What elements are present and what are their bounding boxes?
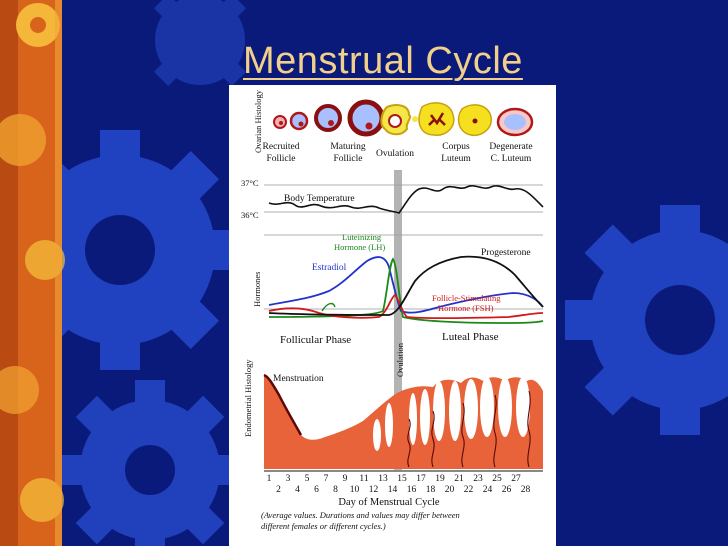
- day-tick-label: 15: [397, 474, 407, 484]
- ovulation-label: Ovulation: [395, 342, 405, 377]
- day-tick-label: 6: [314, 485, 319, 495]
- even-day-ticks: 2 4 6 8 10 12 14 16 18 20 22 24 26 28: [276, 485, 530, 495]
- stage-label: C. Luteum: [491, 154, 532, 164]
- day-tick-label: 3: [286, 474, 291, 484]
- endometrium-heading: Endometrial Histology: [243, 359, 253, 437]
- ovulation-icon: [380, 104, 418, 136]
- follicle-small-icon: [289, 111, 309, 131]
- day-tick-label: 1: [267, 474, 272, 484]
- lh-label: Hormone (LH): [334, 242, 385, 252]
- stage-label: Recruited: [263, 142, 300, 152]
- corpus-luteum-icon: [457, 104, 492, 137]
- follicle-mature-icon: [347, 99, 385, 137]
- menstrual-cycle-diagram: Ovarian Histology Recruited Follicle Mat…: [229, 85, 556, 546]
- day-tick-label: 18: [426, 485, 436, 495]
- decorative-strip: [0, 0, 65, 546]
- follicular-phase-label: Follicular Phase: [280, 334, 351, 346]
- day-tick-label: 5: [305, 474, 310, 484]
- estradiol-curve: [268, 256, 544, 314]
- lh-minor-peak: [321, 302, 336, 312]
- stage-label: Follicle: [333, 154, 362, 164]
- day-tick-label: 25: [492, 474, 502, 484]
- estradiol-label: Estradiol: [312, 263, 347, 273]
- day-tick-label: 16: [407, 485, 417, 495]
- follicle-recruited-icon: [273, 115, 287, 129]
- day-tick-label: 26: [502, 485, 512, 495]
- endometrial-glands: [373, 377, 530, 451]
- day-tick-label: 28: [521, 485, 531, 495]
- fsh-label: Follicle-Stimulating: [432, 293, 501, 303]
- spiral-arteries: [407, 390, 531, 468]
- day-tick-label: 2: [276, 485, 281, 495]
- gear-icon: [154, 0, 246, 86]
- fsh-curve: [268, 293, 544, 320]
- hormones-heading: Hormones: [252, 272, 262, 307]
- day-tick-label: 11: [359, 474, 368, 484]
- ovulation-band: [394, 170, 402, 470]
- shedding-edge: [263, 373, 303, 436]
- degenerate-corpus-luteum-icon: [496, 107, 534, 137]
- progesterone-label: Progesterone: [481, 248, 531, 258]
- ovary-heading: Ovarian Histology: [253, 89, 263, 153]
- day-tick-label: 17: [416, 474, 426, 484]
- fsh-label: Hormone (FSH): [438, 303, 494, 313]
- day-tick-label: 22: [464, 485, 474, 495]
- day-tick-label: 4: [295, 485, 300, 495]
- stage-label: Luteum: [441, 154, 471, 164]
- day-tick-label: 9: [343, 474, 348, 484]
- axis-title: Day of Menstrual Cycle: [338, 497, 440, 508]
- slide-title: Menstrual Cycle: [243, 40, 523, 82]
- body-temperature-label: Body Temperature: [284, 194, 355, 204]
- gear-icon: [0, 130, 240, 370]
- footnote: different females or different cycles.): [261, 521, 386, 531]
- day-tick-label: 21: [454, 474, 464, 484]
- day-tick-label: 8: [333, 485, 338, 495]
- gear-icon: [565, 205, 728, 435]
- menstruation-label: Menstruation: [273, 374, 324, 384]
- day-tick-label: 12: [369, 485, 379, 495]
- follicle-maturing-icon: [314, 104, 342, 132]
- gear-icon: [60, 380, 240, 546]
- body-temperature-curve: [268, 185, 544, 214]
- day-tick-label: 23: [473, 474, 483, 484]
- day-tick-label: 27: [511, 474, 521, 484]
- stage-label: Ovulation: [376, 149, 414, 159]
- day-tick-label: 13: [378, 474, 388, 484]
- odd-day-ticks: 1 3 5 7 9 11 13 15 17 19 21 23 25 27: [267, 474, 521, 484]
- luteal-phase-label: Luteal Phase: [442, 331, 499, 343]
- day-tick-label: 19: [435, 474, 445, 484]
- day-tick-label: 7: [324, 474, 329, 484]
- day-tick-label: 24: [483, 485, 493, 495]
- stage-label: Maturing: [330, 142, 366, 152]
- corpus-luteum-icon: [418, 102, 455, 136]
- day-tick-label: 10: [350, 485, 360, 495]
- progesterone-curve: [268, 255, 544, 316]
- day-tick-label: 14: [388, 485, 398, 495]
- stage-label: Corpus: [442, 142, 470, 152]
- lh-label: Luteinizing: [342, 232, 382, 242]
- stage-label: Degenerate: [489, 142, 532, 152]
- temperature-high-label: 37°C: [241, 178, 259, 188]
- stage-label: Follicle: [266, 154, 295, 164]
- day-tick-label: 20: [445, 485, 455, 495]
- footnote: (Average values. Durations and values ma…: [261, 510, 460, 520]
- temperature-low-label: 36°C: [241, 210, 259, 220]
